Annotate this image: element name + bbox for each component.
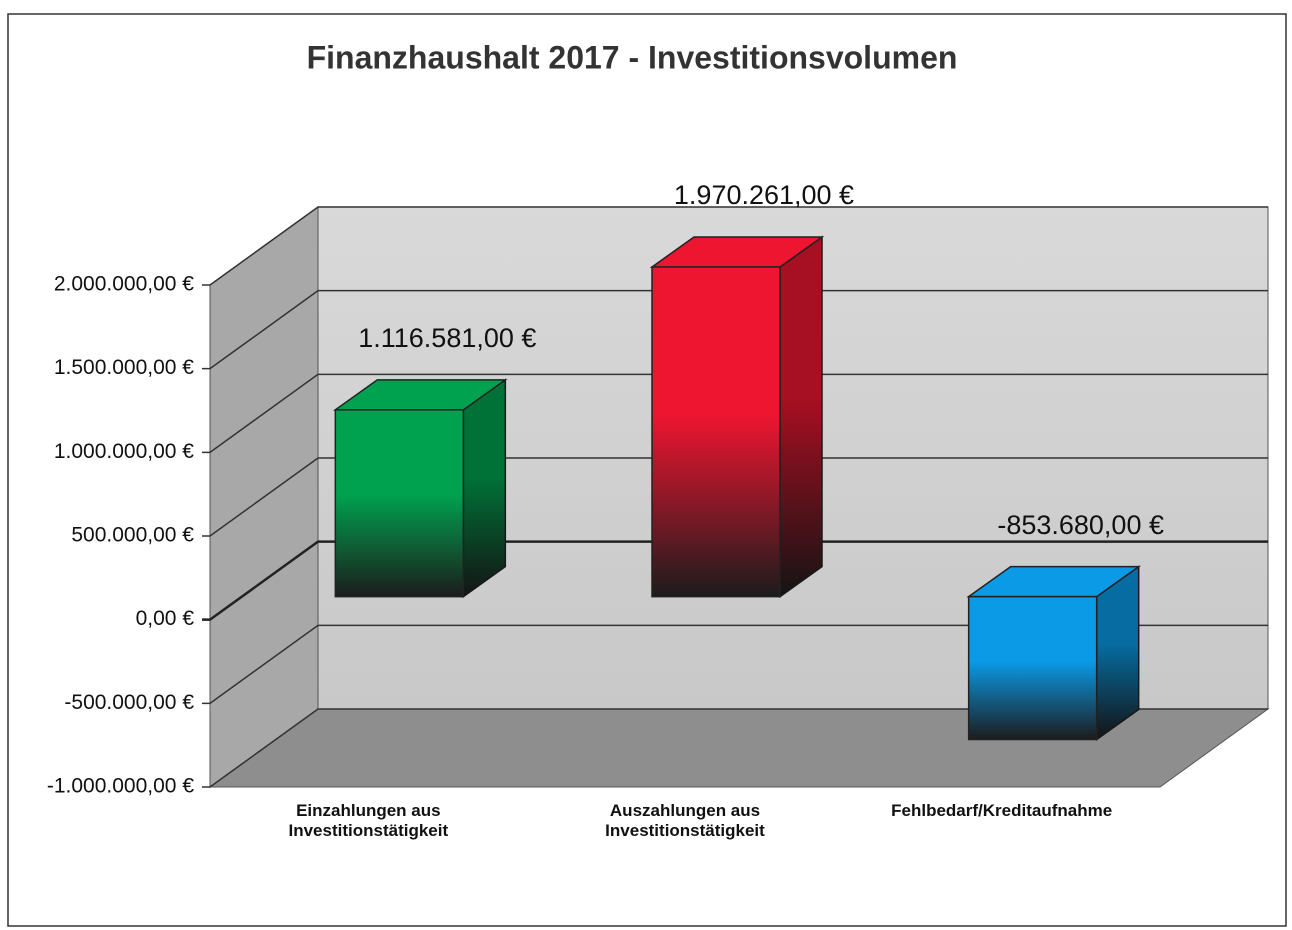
x-tick-label: Fehlbedarf/Kreditaufnahme: [891, 801, 1113, 820]
bar-side: [779, 235, 823, 599]
y-tick-label: 1.500.000,00 €: [54, 356, 194, 379]
bar: [651, 266, 781, 598]
y-tick-label: 2.000.000,00 €: [54, 273, 194, 296]
bar: [334, 409, 465, 598]
frame: [7, 13, 1287, 927]
grid-line: [202, 708, 1268, 788]
y-tick-label: -1.000.000,00 €: [47, 775, 194, 798]
grid-line: [202, 624, 1268, 705]
bar-side: [462, 378, 507, 599]
bar: [967, 595, 1098, 741]
chart-title: Finanzhaushalt 2017 - Investitionsvolume…: [307, 39, 958, 75]
value-label: -853.680,00 €: [997, 510, 1164, 540]
y-tick-label: 1.000.000,00 €: [54, 440, 194, 463]
x-tick-label: Auszahlungen aus Investitionstätigkeit: [605, 801, 765, 840]
value-label: 1.970.261,00 €: [674, 180, 854, 210]
y-tick-label: 0,00 €: [136, 607, 195, 630]
y-tick-label: 500.000,00 €: [71, 524, 194, 547]
x-tick-label: Einzahlungen aus Investitionstätigkeit: [288, 801, 449, 840]
y-tick-label: -500.000,00 €: [64, 691, 194, 714]
value-label: 1.116.581,00 €: [358, 323, 536, 353]
grid-line: [202, 206, 1268, 286]
